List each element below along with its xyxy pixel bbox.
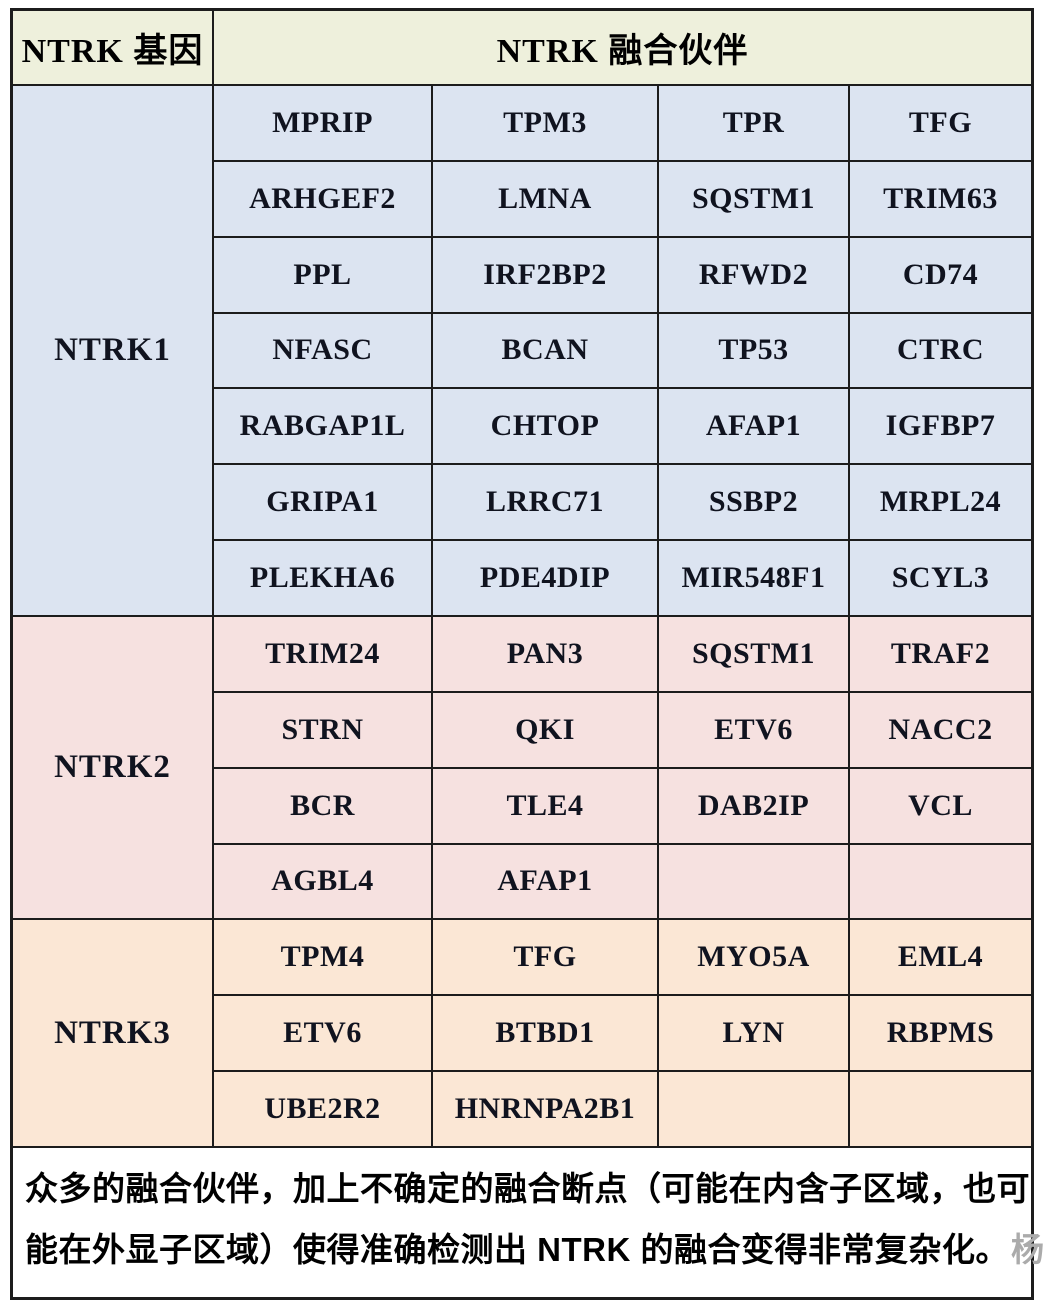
partner-cell-pan3: PAN3 (433, 616, 657, 691)
partner-cell-chtop: CHTOP (433, 389, 657, 464)
partner-cell-trim63: TRIM63 (850, 161, 1031, 236)
partner-cell-tp53: TP53 (659, 313, 848, 388)
partner-cell-irf2bp2: IRF2BP2 (433, 237, 657, 312)
partner-cell-igfbp7: IGFBP7 (850, 389, 1031, 464)
partner-cell-rfwd2: RFWD2 (659, 237, 848, 312)
partner-cell-cd74: CD74 (850, 237, 1031, 312)
header-gene-column: NTRK 基因 (13, 11, 212, 84)
partner-cell-arhgef2: ARHGEF2 (214, 161, 431, 236)
partner-cell-qki: QKI (433, 692, 657, 767)
partner-cell-dab2ip: DAB2IP (659, 768, 848, 843)
partner-cell-etv6: ETV6 (659, 692, 848, 767)
empty-cell (659, 844, 848, 919)
partner-cell-lyn: LYN (659, 996, 848, 1071)
partner-cell-nfasc: NFASC (214, 313, 431, 388)
partner-cell-hnrnpa2b1: HNRNPA2B1 (433, 1072, 657, 1146)
partner-cell-ube2r2: UBE2R2 (214, 1072, 431, 1146)
partner-cell-etv6: ETV6 (214, 996, 431, 1071)
partner-cell-bcan: BCAN (433, 313, 657, 388)
partner-cell-rbpms: RBPMS (850, 996, 1031, 1071)
partner-cell-tpm3: TPM3 (433, 86, 657, 160)
partner-cell-afap1: AFAP1 (659, 389, 848, 464)
partner-cell-gripa1: GRIPA1 (214, 465, 431, 540)
header-partner-column: NTRK 融合伙伴 (214, 11, 1031, 84)
partner-cell-lrrc71: LRRC71 (433, 465, 657, 540)
partner-cell-afap1: AFAP1 (433, 844, 657, 919)
partner-cell-tpr: TPR (659, 86, 848, 160)
gene-label-ntrk3: NTRK3 (13, 920, 212, 1146)
watermark-text: 杨 (1011, 1231, 1044, 1269)
footer-note-line2: 能在外显子区域）使得准确检测出 NTRK 的融合变得非常复杂化。杨 (25, 1219, 1044, 1280)
empty-cell (850, 844, 1031, 919)
partner-cell-nacc2: NACC2 (850, 692, 1031, 767)
partner-cell-sqstm1: SQSTM1 (659, 616, 848, 691)
partner-cell-plekha6: PLEKHA6 (214, 541, 431, 615)
partner-cell-rabgap1l: RABGAP1L (214, 389, 431, 464)
partner-cell-btbd1: BTBD1 (433, 996, 657, 1071)
partner-cell-tle4: TLE4 (433, 768, 657, 843)
gene-label-ntrk2: NTRK2 (13, 616, 212, 919)
footer-note-line1: 众多的融合伙伴，加上不确定的融合断点（可能在内含子区域，也可 (25, 1169, 1030, 1207)
partner-cell-agbl4: AGBL4 (214, 844, 431, 919)
partner-cell-mrpl24: MRPL24 (850, 465, 1031, 540)
partner-cell-mprip: MPRIP (214, 86, 431, 160)
partner-cell-trim24: TRIM24 (214, 616, 431, 691)
empty-cell (850, 1072, 1031, 1146)
footer-note-line2-text: 能在外显子区域）使得准确检测出 NTRK 的融合变得非常复杂化。 (25, 1231, 1009, 1269)
fusion-table: NTRK 基因 NTRK 融合伙伴 众多的融合伙伴，加上不确定的融合断点（可能在… (10, 8, 1044, 1300)
partner-cell-lmna: LMNA (433, 161, 657, 236)
partner-cell-ssbp2: SSBP2 (659, 465, 848, 540)
partner-cell-ppl: PPL (214, 237, 431, 312)
partner-cell-strn: STRN (214, 692, 431, 767)
partner-cell-myo5a: MYO5A (659, 920, 848, 995)
partner-cell-mir548f1: MIR548F1 (659, 541, 848, 615)
footer-note: 众多的融合伙伴，加上不确定的融合断点（可能在内含子区域，也可 能在外显子区域）使… (13, 1147, 1044, 1297)
partner-cell-sqstm1: SQSTM1 (659, 161, 848, 236)
partner-cell-pde4dip: PDE4DIP (433, 541, 657, 615)
partner-cell-ctrc: CTRC (850, 313, 1031, 388)
partner-cell-tfg: TFG (850, 86, 1031, 160)
empty-cell (659, 1072, 848, 1146)
gene-label-ntrk1: NTRK1 (13, 86, 212, 615)
partner-cell-scyl3: SCYL3 (850, 541, 1031, 615)
partner-cell-vcl: VCL (850, 768, 1031, 843)
partner-cell-traf2: TRAF2 (850, 616, 1031, 691)
partner-cell-tfg: TFG (433, 920, 657, 995)
partner-cell-bcr: BCR (214, 768, 431, 843)
partner-cell-tpm4: TPM4 (214, 920, 431, 995)
partner-cell-eml4: EML4 (850, 920, 1031, 995)
